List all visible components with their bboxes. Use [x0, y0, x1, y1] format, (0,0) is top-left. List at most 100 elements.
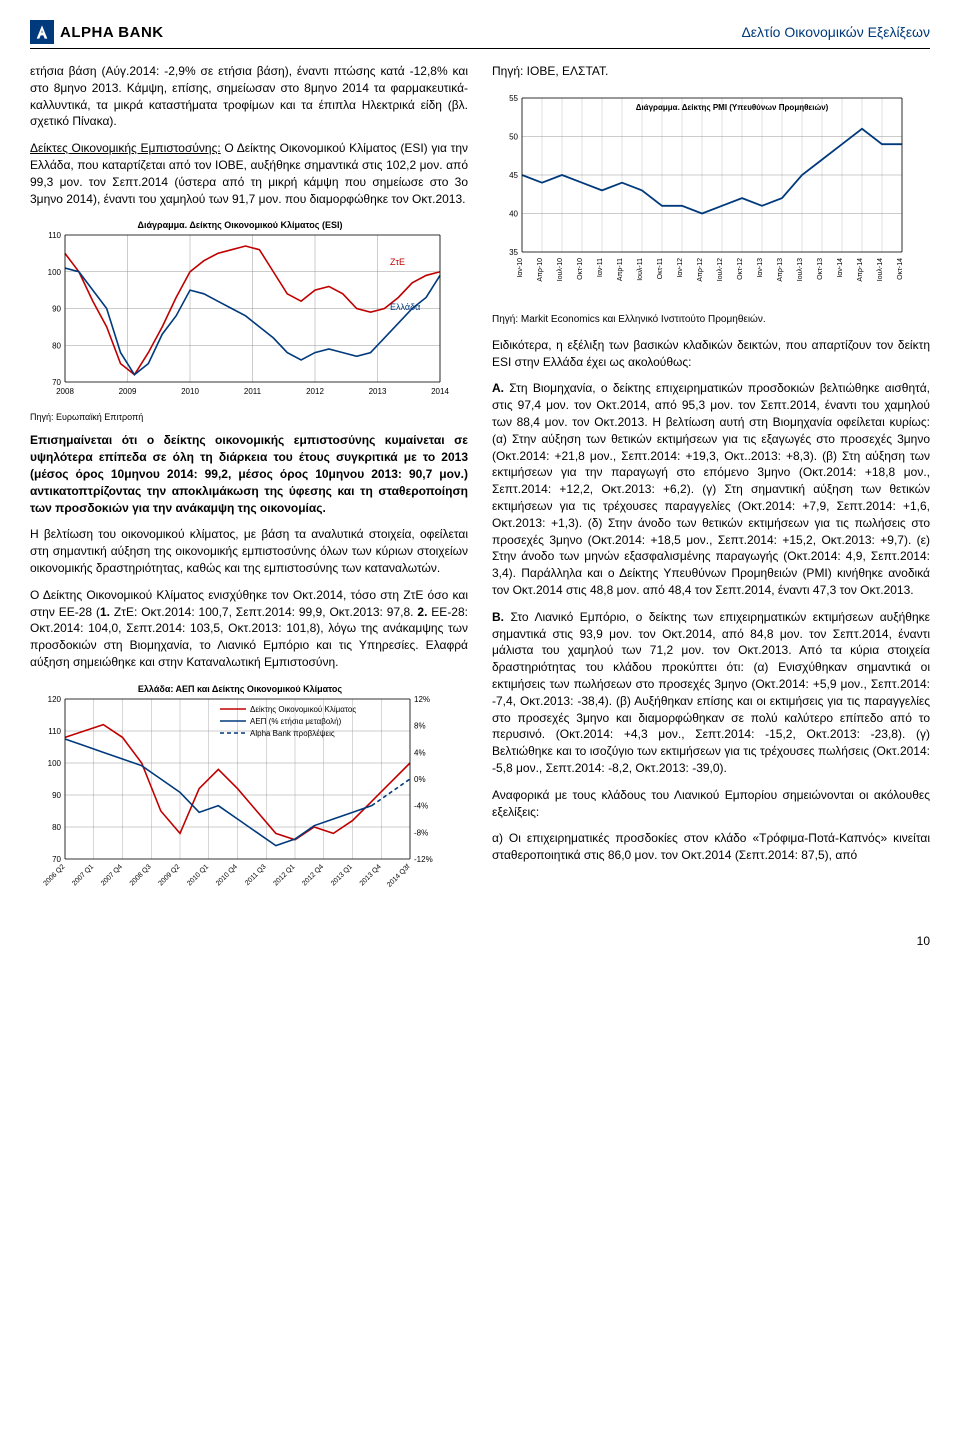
para-lead: Β.	[492, 610, 504, 624]
svg-text:Ιαν-14: Ιαν-14	[837, 258, 844, 278]
para-bold: 2.	[417, 605, 427, 619]
gdp-chart: Ελλάδα: ΑΕΠ και Δείκτης Οικονομικού Κλίμ…	[30, 681, 468, 904]
para: Η βελτίωση του οικονομικού κλίματος, με …	[30, 526, 468, 576]
svg-text:2013 Q1: 2013 Q1	[330, 863, 354, 887]
page-number: 10	[30, 934, 930, 948]
para-lead: Δείκτες Οικονομικής Εμπιστοσύνης:	[30, 141, 221, 155]
svg-text:2010 Q4: 2010 Q4	[215, 863, 239, 887]
svg-text:Ιαν-12: Ιαν-12	[677, 258, 684, 278]
svg-text:2009: 2009	[119, 387, 137, 396]
esi-chart: Διάγραμμα. Δείκτης Οικονομικού Κλίματος …	[30, 217, 468, 422]
para: Αναφορικά με τους κλάδους του Λιανικού Ε…	[492, 787, 930, 821]
svg-text:Ιουλ-13: Ιουλ-13	[797, 258, 804, 281]
para: Δείκτες Οικονομικής Εμπιστοσύνης: Ο Δείκ…	[30, 140, 468, 207]
esi-chart-source: Πηγή: Ευρωπαϊκή Επιτροπή	[30, 412, 468, 422]
svg-text:50: 50	[509, 132, 518, 141]
para-frag: ΖτΕ: Οκτ.2014: 100,7, Σεπτ.2014: 99,9, Ο…	[110, 605, 417, 619]
svg-text:100: 100	[48, 268, 62, 277]
svg-text:Οκτ-13: Οκτ-13	[817, 258, 824, 280]
svg-text:Ιουλ-12: Ιουλ-12	[717, 258, 724, 281]
para-body: α) Οι επιχειρηματικές προσδοκίες στον κλ…	[492, 831, 930, 862]
svg-text:2014 Q3f: 2014 Q3f	[386, 863, 411, 888]
pmi-chart-svg: 3540455055Ιαν-10Απρ-10Ιουλ-10Οκτ-10Ιαν-1…	[492, 90, 912, 300]
svg-text:ΑΕΠ (% ετήσια μεταβολή): ΑΕΠ (% ετήσια μεταβολή)	[250, 717, 342, 726]
esi-chart-svg: Διάγραμμα. Δείκτης Οικονομικού Κλίματος …	[30, 217, 450, 407]
svg-text:2010 Q1: 2010 Q1	[186, 863, 210, 887]
svg-text:2007 Q1: 2007 Q1	[71, 863, 95, 887]
svg-text:8%: 8%	[414, 721, 426, 730]
svg-text:Οκτ-14: Οκτ-14	[897, 258, 904, 280]
svg-text:2008: 2008	[56, 387, 74, 396]
left-column: ετήσια βάση (Αύγ.2014: -2,9% σε ετήσια β…	[30, 63, 468, 914]
right-column: Πηγή: ΙΟΒΕ, ΕΛΣΤΑΤ. 3540455055Ιαν-10Απρ-…	[492, 63, 930, 914]
svg-text:2013: 2013	[369, 387, 387, 396]
svg-text:45: 45	[509, 171, 518, 180]
svg-text:Απρ-11: Απρ-11	[617, 258, 624, 281]
para-body: Στη Βιομηχανία, ο δείκτης επιχειρηματικώ…	[492, 381, 930, 597]
svg-text:-12%: -12%	[414, 855, 433, 864]
svg-text:Δείκτης Οικονομικού Κλίματος: Δείκτης Οικονομικού Κλίματος	[250, 705, 356, 714]
svg-text:Ιαν-11: Ιαν-11	[597, 258, 604, 277]
svg-text:2009 Q2: 2009 Q2	[157, 863, 181, 887]
svg-text:Alpha Bank προβλέψεις: Alpha Bank προβλέψεις	[250, 729, 335, 738]
pmi-source-bottom: Πηγή: Markit Economics και Ελληνικό Ινστ…	[492, 313, 930, 327]
svg-text:Οκτ-11: Οκτ-11	[657, 258, 664, 279]
svg-text:2010: 2010	[181, 387, 199, 396]
svg-text:Διάγραμμα. Δείκτης PMI (Υπευθύ: Διάγραμμα. Δείκτης PMI (Υπευθύνων Προμηθ…	[636, 103, 829, 112]
para-lead: Α.	[492, 381, 504, 395]
svg-text:Ιουλ-10: Ιουλ-10	[557, 258, 564, 281]
svg-text:Οκτ-10: Οκτ-10	[577, 258, 584, 280]
svg-text:70: 70	[52, 855, 61, 864]
svg-text:2007 Q4: 2007 Q4	[100, 863, 124, 887]
svg-text:110: 110	[48, 727, 61, 736]
svg-text:-4%: -4%	[414, 801, 428, 810]
svg-text:Ιουλ-14: Ιουλ-14	[877, 258, 884, 281]
svg-text:Απρ-10: Απρ-10	[537, 258, 544, 282]
svg-text:2012 Q1: 2012 Q1	[272, 863, 296, 887]
svg-text:Ιουλ-11: Ιουλ-11	[637, 258, 644, 281]
svg-text:Ιαν-10: Ιαν-10	[517, 258, 524, 278]
svg-text:Ελλάδα: ΑΕΠ και Δείκτης Οικονο: Ελλάδα: ΑΕΠ και Δείκτης Οικονομικού Κλίμ…	[138, 684, 342, 694]
brand-text: ALPHA BANK	[60, 24, 164, 41]
para: Επισημαίνεται ότι ο δείκτης οικονομικής …	[30, 432, 468, 516]
svg-text:2014: 2014	[431, 387, 449, 396]
svg-text:90: 90	[52, 791, 61, 800]
bulletin-title: Δελτίο Οικονομικών Εξελίξεων	[741, 24, 930, 40]
para: Α. Στη Βιομηχανία, ο δείκτης επιχειρηματ…	[492, 380, 930, 598]
para-bold: Επισημαίνεται ότι ο δείκτης οικονομικής …	[30, 433, 468, 514]
svg-text:120: 120	[48, 695, 62, 704]
para: Ειδικότερα, η εξέλιξη των βασικών κλαδικ…	[492, 337, 930, 371]
svg-text:Απρ-12: Απρ-12	[697, 258, 704, 282]
para: Ο Δείκτης Οικονομικού Κλίματος ενισχύθηκ…	[30, 587, 468, 671]
svg-text:35: 35	[509, 248, 518, 257]
svg-text:40: 40	[509, 209, 518, 218]
svg-text:80: 80	[52, 342, 61, 351]
svg-text:4%: 4%	[414, 748, 426, 757]
svg-text:Διάγραμμα. Δείκτης Οικονομικού: Διάγραμμα. Δείκτης Οικονομικού Κλίματος …	[138, 220, 343, 230]
svg-text:110: 110	[48, 231, 61, 240]
svg-text:2013 Q4: 2013 Q4	[359, 863, 383, 887]
pmi-chart: 3540455055Ιαν-10Απρ-10Ιουλ-10Οκτ-10Ιαν-1…	[492, 90, 930, 303]
gdp-chart-svg: Ελλάδα: ΑΕΠ και Δείκτης Οικονομικού Κλίμ…	[30, 681, 450, 901]
svg-text:90: 90	[52, 305, 61, 314]
para: Β. Στο Λιανικό Εμπόριο, ο δείκτης των επ…	[492, 609, 930, 777]
svg-text:2012 Q4: 2012 Q4	[301, 863, 325, 887]
para-body: Στο Λιανικό Εμπόριο, ο δείκτης των επιχε…	[492, 610, 930, 775]
logo-block: ALPHA BANK	[30, 20, 164, 44]
svg-text:Ιαν-13: Ιαν-13	[757, 258, 764, 278]
svg-text:80: 80	[52, 823, 61, 832]
para: α) Οι επιχειρηματικές προσδοκίες στον κλ…	[492, 830, 930, 864]
svg-text:Ελλάδα: Ελλάδα	[390, 302, 420, 312]
svg-text:2008 Q3: 2008 Q3	[129, 863, 153, 887]
svg-text:100: 100	[48, 759, 62, 768]
svg-text:0%: 0%	[414, 775, 426, 784]
para: ετήσια βάση (Αύγ.2014: -2,9% σε ετήσια β…	[30, 63, 468, 130]
pmi-source-top: Πηγή: ΙΟΒΕ, ΕΛΣΤΑΤ.	[492, 63, 930, 80]
svg-text:2006 Q2: 2006 Q2	[42, 863, 66, 887]
svg-text:ΖτΕ: ΖτΕ	[390, 257, 405, 267]
para-bold: 1.	[100, 605, 110, 619]
svg-text:Απρ-13: Απρ-13	[777, 258, 784, 282]
svg-text:2012: 2012	[306, 387, 324, 396]
svg-text:2011 Q3: 2011 Q3	[244, 863, 268, 887]
svg-text:Οκτ-12: Οκτ-12	[737, 258, 744, 280]
